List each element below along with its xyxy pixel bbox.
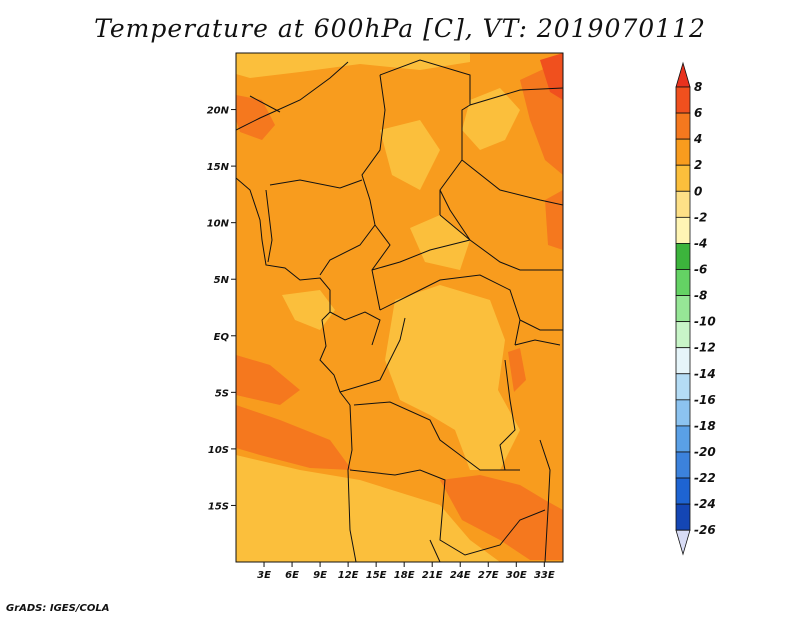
field-patch-warm-zambia xyxy=(440,475,563,560)
axis-ticks: 20N 15N 10N 5N EQ 5S 10S 15S 3E 6E 9E 12E 15E 18E 21E 2… xyxy=(207,106,555,581)
colorbar-label: -12 xyxy=(694,341,716,355)
field-patch-warm-atlantic xyxy=(236,355,300,405)
colorbar-top-arrow xyxy=(675,61,691,88)
colorbar-label: -24 xyxy=(694,497,716,511)
colorbar-bottom-arrow xyxy=(675,529,691,556)
field-patch-warm-east xyxy=(545,190,563,250)
lon-tick-label: 24E xyxy=(450,570,471,581)
colorbar-swatch xyxy=(675,190,691,218)
colorbar-label: -22 xyxy=(694,471,716,485)
colorbar-label: 0 xyxy=(694,184,702,198)
lon-tick-label: 18E xyxy=(394,570,415,581)
colorbar-swatch xyxy=(675,425,691,453)
lon-tick-label: 27E xyxy=(478,570,499,581)
grads-credit: GrADS: IGES/COLA xyxy=(6,603,110,614)
colorbar-label: -26 xyxy=(694,523,716,537)
field-patch-cool-north xyxy=(236,53,470,78)
colorbar-label: 8 xyxy=(694,80,702,94)
country-borders xyxy=(236,59,563,562)
colorbar-swatch xyxy=(675,399,691,427)
colorbar-swatch xyxy=(675,347,691,375)
lon-tick-label: 12E xyxy=(338,570,359,581)
lon-tick-label: 33E xyxy=(534,570,555,581)
colorbar-swatch xyxy=(675,138,691,166)
temperature-field xyxy=(236,53,563,562)
lat-tick-label: EQ xyxy=(214,332,230,343)
lon-tick-label: 30E xyxy=(506,570,527,581)
colorbar: 8 6 4 2 0 -2 -4 -6 -8 -10 -12 -14 -16 -18 -20 -22 -24 -26 xyxy=(675,61,716,556)
colorbar-label: 4 xyxy=(693,132,702,146)
colorbar-label: -10 xyxy=(694,315,716,329)
field-patch-warm-lake xyxy=(508,348,526,392)
map-frame xyxy=(235,52,564,563)
colorbar-swatch xyxy=(675,503,691,531)
lat-tick-label: 10S xyxy=(208,445,229,456)
colorbar-label: -14 xyxy=(694,367,716,381)
field-patch-cool-congo xyxy=(385,285,520,470)
field-patch-cool-southwest xyxy=(236,455,500,562)
colorbar-swatch xyxy=(675,373,691,401)
colorbar-label: -20 xyxy=(694,445,716,459)
colorbar-label: -4 xyxy=(694,236,707,250)
colorbar-label: -2 xyxy=(694,210,707,224)
colorbar-swatch xyxy=(675,164,691,192)
colorbar-swatch xyxy=(675,243,691,270)
lat-tick-label: 15N xyxy=(207,162,230,173)
field-patch-warm-northwest xyxy=(236,95,275,140)
lon-tick-label: 15E xyxy=(366,570,387,581)
lat-tick-label: 20N xyxy=(207,106,230,117)
colorbar-label: -6 xyxy=(694,262,707,276)
colorbar-swatch xyxy=(675,321,691,349)
lon-tick-label: 3E xyxy=(257,570,271,581)
lat-tick-label: 15S xyxy=(208,501,229,512)
lon-tick-label: 21E xyxy=(422,570,443,581)
colorbar-label: 6 xyxy=(694,106,702,120)
lat-tick-label: 5N xyxy=(214,275,230,286)
lat-tick-label: 5S xyxy=(215,388,229,399)
field-patch-cool-niger xyxy=(380,120,440,190)
field-patch-warm-atlantic-south xyxy=(236,405,352,470)
lon-tick-label: 6E xyxy=(285,570,299,581)
colorbar-label: 2 xyxy=(694,158,702,172)
chart-title: Temperature at 600hPa [C], VT: 201907011… xyxy=(94,14,706,43)
colorbar-swatch xyxy=(675,112,691,140)
colorbar-swatch xyxy=(675,216,691,244)
colorbar-swatch xyxy=(675,451,691,479)
lat-tick-label: 10N xyxy=(207,219,230,230)
colorbar-label: -16 xyxy=(694,393,716,407)
colorbar-label: -18 xyxy=(694,419,716,433)
colorbar-swatch xyxy=(675,295,691,323)
colorbar-swatch xyxy=(675,86,691,114)
colorbar-swatch xyxy=(675,477,691,505)
colorbar-label: -8 xyxy=(694,289,707,303)
lon-tick-label: 9E xyxy=(313,570,327,581)
colorbar-swatch xyxy=(675,269,691,296)
field-patch-cool-car xyxy=(410,215,470,270)
